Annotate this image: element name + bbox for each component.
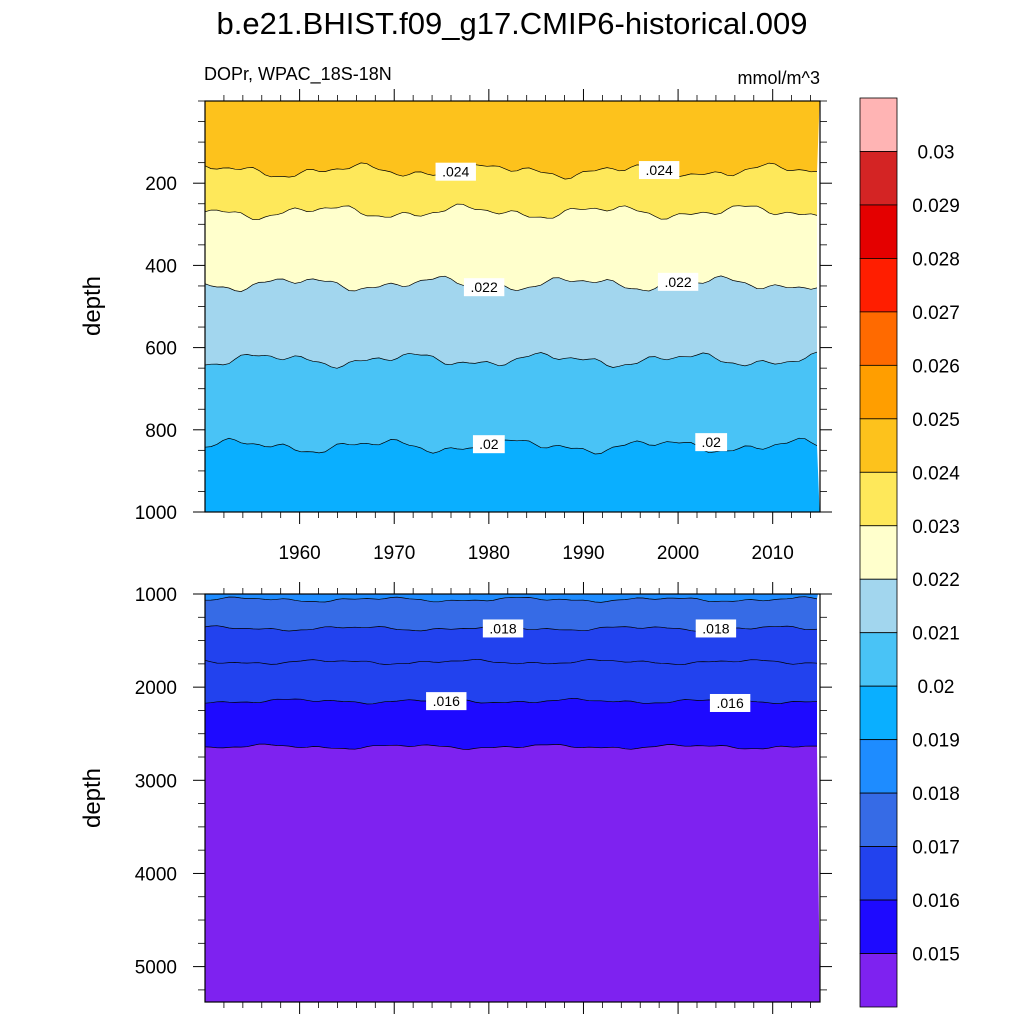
colorbar-label: 0.019 xyxy=(912,731,960,752)
x-tick-label: 1990 xyxy=(562,543,604,564)
svg-text:.016: .016 xyxy=(716,695,743,711)
y-tick-label: 400 xyxy=(145,256,177,277)
chart-units: mmol/m^3 xyxy=(738,68,820,88)
contour-label: .02 xyxy=(472,435,505,454)
colorbar-label: 0.024 xyxy=(912,463,960,484)
colorbar-swatch xyxy=(859,204,898,259)
y-tick-label: 600 xyxy=(145,339,177,360)
contour-line xyxy=(205,162,818,180)
colorbar-label: 0.021 xyxy=(912,624,960,645)
contour-label: .018 xyxy=(482,619,524,638)
colorbar-swatch xyxy=(859,739,898,794)
contour-label: .016 xyxy=(426,692,467,711)
contour-line xyxy=(205,351,818,369)
contour-band-0.0165 xyxy=(205,625,817,665)
colorbar-label: 0.022 xyxy=(912,570,960,591)
contour-label: .024 xyxy=(638,161,680,180)
contour-band-0.0205 xyxy=(205,352,817,454)
colorbar-label: 0.015 xyxy=(912,945,960,966)
chart-title: b.e21.BHIST.f09_g17.CMIP6-historical.009 xyxy=(216,6,807,41)
svg-text:.024: .024 xyxy=(646,162,673,178)
colorbar-swatch xyxy=(859,846,898,901)
lower-plot-frame xyxy=(204,593,821,1003)
x-tick-label: 2000 xyxy=(657,543,699,564)
contour-label: .024 xyxy=(435,162,476,181)
y-tick-label: 2000 xyxy=(135,678,177,699)
y-tick-label: 5000 xyxy=(135,958,177,979)
colorbar-swatch xyxy=(859,792,898,847)
svg-text:.022: .022 xyxy=(470,279,497,295)
svg-text:.018: .018 xyxy=(702,620,729,636)
svg-text:.02: .02 xyxy=(701,434,721,450)
x-tick-label: 1980 xyxy=(468,543,510,564)
colorbar-label: 0.016 xyxy=(912,891,960,912)
colorbar-label: 0.027 xyxy=(912,303,960,324)
colorbar-swatch xyxy=(859,632,898,687)
contour-band-0.0175 xyxy=(205,596,817,632)
colorbar-label: 0.017 xyxy=(912,838,960,859)
y-tick-label: 200 xyxy=(145,174,177,195)
contour-band-0.0225 xyxy=(205,204,817,292)
svg-text:.018: .018 xyxy=(489,620,516,636)
colorbar-swatch xyxy=(859,418,898,473)
y-tick-label: 800 xyxy=(145,421,177,442)
colorbar-swatch xyxy=(859,953,898,1008)
colorbar-label: 0.028 xyxy=(912,249,960,270)
chart-subtitle-variable: DOPr, WPAC_18S-18N xyxy=(204,64,392,85)
contour-band-0.0245 xyxy=(205,101,820,180)
colorbar-label: 0.018 xyxy=(912,784,960,805)
contour-label: .016 xyxy=(709,693,751,712)
contour-band-0.0195 xyxy=(205,438,820,512)
colorbar-swatch xyxy=(859,899,898,954)
y-tick-label: 4000 xyxy=(135,864,177,885)
colorbar-label: 0.023 xyxy=(912,517,960,538)
colorbar-label: 0.025 xyxy=(912,410,960,431)
contour-line xyxy=(205,743,817,750)
contour-label: .022 xyxy=(657,272,699,291)
colorbar-swatch xyxy=(859,151,898,206)
lower-depth-panel: 1000 2000 3000 4000 5000 .018 .018 .016 .016 xyxy=(135,582,832,1014)
y-tick-label: 3000 xyxy=(135,771,177,792)
contour-band-0.0215 xyxy=(205,275,817,369)
colorbar-swatch xyxy=(859,685,898,741)
contour-line xyxy=(205,203,818,221)
contour-band-0.0185 xyxy=(205,594,818,603)
colorbar-label: 0.02 xyxy=(918,677,955,698)
colorbar-swatch xyxy=(859,311,898,366)
contour-label: .018 xyxy=(695,619,737,638)
colorbar-label: 0.03 xyxy=(918,142,955,163)
contour-band-0.014 xyxy=(205,744,820,1002)
contour-band-0.0145 xyxy=(205,698,817,750)
svg-text:.02: .02 xyxy=(479,436,499,452)
svg-text:.022: .022 xyxy=(664,274,691,290)
colorbar-swatch xyxy=(859,471,898,527)
colorbar: 0.03 0.029 0.028 0.027 0.026 0.025 0.024 0.023 0… xyxy=(859,97,960,1008)
x-tick-label: 1970 xyxy=(373,543,415,564)
x-tick-label: 2010 xyxy=(752,543,794,564)
contour-line xyxy=(205,658,818,666)
x-tick-label: 1960 xyxy=(278,543,320,564)
svg-text:.024: .024 xyxy=(442,164,469,180)
svg-text:.016: .016 xyxy=(433,693,460,709)
colorbar-label: 0.026 xyxy=(912,356,960,377)
contour-line xyxy=(205,437,818,455)
contour-line xyxy=(205,596,818,603)
colorbar-swatch xyxy=(859,364,898,420)
contour-label: .02 xyxy=(695,433,728,452)
colorbar-swatch xyxy=(859,97,898,152)
upper-y-axis-label: depth xyxy=(79,276,106,336)
contour-line xyxy=(205,275,818,292)
y-tick-label: 1000 xyxy=(135,585,177,606)
colorbar-swatch xyxy=(859,525,898,580)
contour-band-0.0155 xyxy=(205,659,817,704)
contour-label: .022 xyxy=(463,278,505,297)
lower-y-axis-label: depth xyxy=(79,768,106,828)
colorbar-label: 0.029 xyxy=(912,196,960,217)
colorbar-swatch xyxy=(859,578,898,634)
y-tick-label: 1000 xyxy=(135,503,177,524)
upper-depth-panel: 200 400 600 800 1000 1960 1970 1980 1990 2000 2010… xyxy=(135,89,832,564)
colorbar-swatch xyxy=(859,258,898,313)
